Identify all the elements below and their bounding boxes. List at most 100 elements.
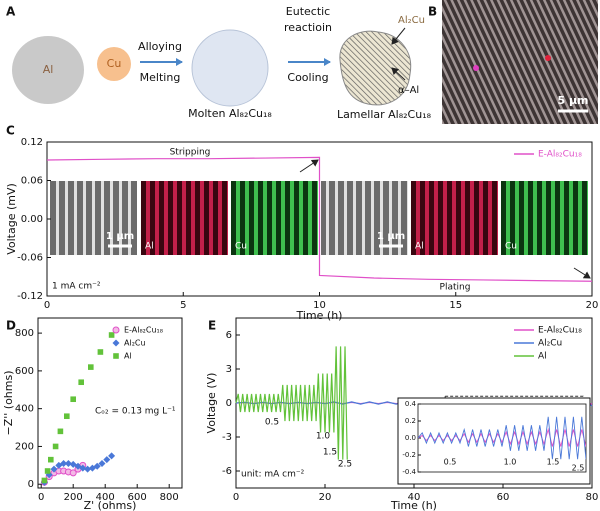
- stage-label: 1.0: [316, 432, 331, 442]
- point: [88, 364, 94, 370]
- x-tick-label: 800: [160, 492, 179, 503]
- x-axis-label: Time (h): [390, 499, 437, 511]
- stage-label: 2.5: [338, 460, 352, 470]
- y-tick-label: 200: [15, 441, 34, 452]
- y-tick-label: 400: [15, 404, 34, 415]
- x-tick-label: 60: [497, 492, 510, 503]
- x-axis-label: Z' (ohms): [84, 499, 137, 511]
- x-tick-label: 20: [586, 300, 599, 311]
- x-tick-label: 400: [96, 492, 115, 503]
- inset-stage-label: 0.5: [444, 458, 457, 467]
- x-tick-label: 15: [449, 300, 462, 311]
- point: [41, 477, 48, 484]
- x-tick-label: 20: [319, 492, 332, 503]
- inset-label: Cu: [235, 242, 247, 252]
- inset-label: 1 μm: [377, 231, 405, 242]
- arrow: [573, 267, 591, 279]
- y-tick-label: 0: [226, 398, 232, 409]
- point: [93, 462, 101, 470]
- alloying-label: Alloying: [138, 40, 182, 53]
- inset-y-tick-label: -0.4: [402, 468, 416, 476]
- point: [60, 459, 68, 467]
- y-axis-label: −Z'' (ohms): [2, 370, 15, 435]
- y-tick-label: -0.12: [17, 291, 43, 302]
- point: [48, 456, 54, 463]
- point: [79, 464, 87, 472]
- legend-label: Al₂Cu: [538, 339, 562, 349]
- inset-y-tick-label: -0.2: [402, 451, 416, 459]
- series-line: [46, 156, 593, 282]
- series-line: [235, 346, 348, 460]
- inset-series: [418, 416, 586, 460]
- y-tick-label: 800: [15, 328, 34, 339]
- inset-image: [501, 181, 588, 255]
- scale-label: 5 μm: [557, 94, 588, 107]
- al-particle: [12, 36, 84, 104]
- series-line: [418, 416, 586, 460]
- point: [52, 443, 59, 450]
- x-tick-label: 0: [233, 492, 239, 503]
- cu-particle: [97, 47, 131, 81]
- inset-image: [141, 181, 228, 255]
- y-axis-label: Voltage (mV): [5, 183, 18, 255]
- legend-label: E-Al₈₂Cu₁₈: [538, 326, 582, 336]
- x-tick-label: 80: [586, 492, 599, 503]
- x-tick-label: 5: [180, 300, 186, 311]
- molten-label: Molten Al₈₂Cu₁₈: [188, 107, 272, 120]
- inset-image: [231, 181, 318, 255]
- x-tick-label: 10: [313, 300, 326, 311]
- annotation: Stripping: [170, 148, 211, 158]
- x-tick-label: 40: [408, 492, 421, 503]
- lamellar-label: Lamellar Al₈₂Cu₁₈: [337, 108, 432, 121]
- legend-label: E-Al₈₂Cu₁₈: [124, 326, 163, 335]
- point: [98, 459, 106, 467]
- inset-image: [321, 181, 408, 255]
- micrograph: [442, 0, 598, 124]
- phase-label: Al₂Cu: [398, 15, 425, 26]
- y-tick-label: -0.06: [17, 253, 43, 264]
- point: [64, 413, 70, 420]
- point: [64, 459, 72, 467]
- inset-stage-label: 2.5: [572, 464, 585, 473]
- inset-y-tick-label: 0.0: [405, 434, 416, 442]
- arrow: [391, 27, 406, 45]
- x-axis-label: Time (h): [296, 309, 343, 322]
- point: [103, 456, 111, 464]
- cu-label: Cu: [107, 57, 122, 70]
- inset-image: [411, 181, 498, 255]
- al-label: Al: [43, 63, 54, 76]
- phase-label: α–Al: [398, 85, 419, 96]
- eutectic-label: Eutectic: [286, 5, 330, 18]
- panel-letter: E: [208, 319, 216, 333]
- legend-marker: [112, 339, 120, 347]
- point: [50, 465, 58, 473]
- point: [70, 396, 76, 403]
- x-tick-label: 0: [38, 492, 44, 503]
- panel-letter: A: [6, 5, 16, 19]
- legend-marker: [112, 326, 120, 334]
- legend-label: Al: [538, 352, 547, 362]
- x-tick-label: 0: [44, 300, 50, 311]
- panel-letter: B: [428, 5, 437, 19]
- point: [44, 468, 51, 474]
- inset-stage-label: 1.0: [504, 458, 517, 467]
- y-tick-label: 0.00: [21, 214, 43, 225]
- eutectic-label: reactioin: [284, 21, 332, 34]
- legend-label: Al₂Cu: [124, 339, 146, 348]
- y-tick-label: 0.06: [21, 176, 43, 187]
- point: [69, 469, 77, 477]
- legend-label: Al: [124, 352, 132, 361]
- marker: [545, 55, 551, 61]
- point: [57, 428, 64, 435]
- melting-label: Melting: [140, 71, 181, 84]
- inset-label: Al: [415, 242, 424, 252]
- x-tick-label: 600: [128, 492, 147, 503]
- lamellar-drop: [339, 30, 412, 106]
- point: [84, 465, 92, 473]
- inset-stage-label: 1.5: [547, 458, 560, 467]
- y-tick-label: 0: [28, 479, 34, 490]
- y-tick-label: 0.12: [21, 137, 43, 148]
- y-tick-label: 3: [226, 364, 232, 375]
- y-tick-label: 6: [226, 330, 232, 341]
